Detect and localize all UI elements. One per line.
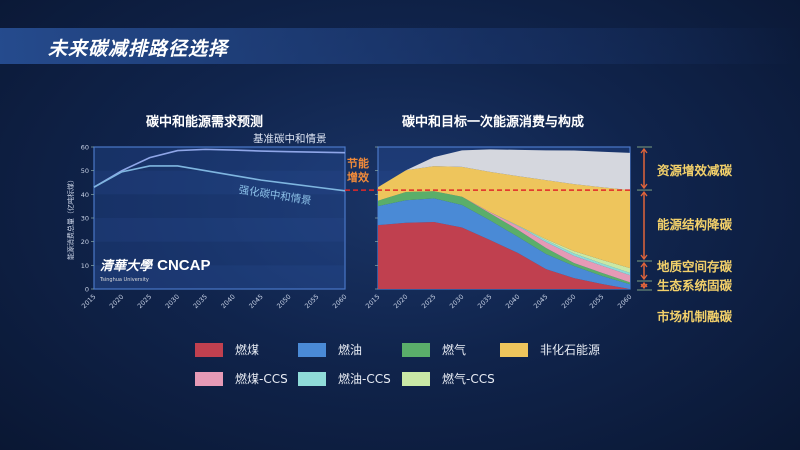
right-chart-x-tick-label: 2015	[364, 293, 381, 310]
left-chart-grid-band	[94, 265, 345, 289]
logo: 清華大學 CNCAP Tsinghua University	[100, 256, 210, 283]
legend-item: 燃气	[402, 341, 466, 358]
energy-saving-label: 节能 增效	[347, 157, 369, 185]
area-series-非化石能源	[378, 166, 630, 269]
arrowhead-icon	[640, 261, 648, 281]
right-chart-x-tick-label: 2060	[616, 293, 633, 310]
right-chart-x-tick-label: 2040	[504, 293, 521, 310]
legend-item: 非化石能源	[500, 341, 600, 358]
right-chart-x-tick-label: 2025	[420, 293, 437, 310]
legend-item: 燃气-CCS	[402, 370, 495, 387]
line-series-1	[93, 165, 346, 192]
right-chart-x-tick-label: 2035	[476, 293, 493, 310]
legend-swatch	[195, 371, 223, 386]
legend-label: 燃油-CCS	[338, 372, 391, 386]
annotation-market-mechanism: 市场机制融碳	[657, 309, 733, 324]
left-chart-x-tick-label: 2040	[220, 293, 237, 310]
left-chart-x-tick-label: 2035	[192, 293, 209, 310]
logo-text: CNCAP	[157, 257, 211, 274]
right-chart-x-tick-label: 2030	[448, 293, 465, 310]
legend-item: 燃油	[298, 341, 362, 358]
area-series-燃煤	[378, 222, 630, 289]
left-chart-title: 碳中和能源需求预测	[146, 115, 264, 130]
left-chart-y-tick-label: 60	[81, 144, 89, 152]
legend-label: 燃气	[442, 343, 467, 357]
annotation-resource-efficiency: 资源增效减碳	[657, 163, 733, 178]
left-chart-y-tick-label: 20	[81, 238, 89, 246]
left-chart-y-tick-label: 10	[81, 262, 89, 270]
left-chart-y-tick-label: 40	[81, 191, 89, 199]
legend-item: 燃油-CCS	[298, 370, 391, 387]
left-chart-y-tick-label: 0	[85, 286, 89, 294]
area-series-燃煤-CCS	[378, 191, 630, 283]
legend-label: 燃气-CCS	[442, 372, 495, 386]
left-chart-grid-band	[94, 170, 345, 195]
right-chart-x-tick-label: 2020	[392, 293, 409, 310]
left-chart-x-tick-label: 2060	[331, 293, 348, 310]
annotation-geological-storage: 地质空间存碳	[657, 259, 733, 274]
logo-sub: Tsinghua University	[100, 277, 149, 283]
legend-label: 燃油	[338, 343, 363, 357]
legend-item: 燃煤	[195, 341, 259, 358]
legend-swatch	[195, 342, 223, 357]
arrowhead-icon	[640, 281, 648, 290]
left-chart-x-tick-label: 2020	[108, 293, 125, 310]
legend-swatch	[402, 371, 430, 386]
legend-swatch	[298, 342, 326, 357]
legend-label: 燃煤	[235, 343, 260, 357]
area-series-other	[378, 149, 630, 191]
left-y-axis-label: 能源消费总量（亿吨标煤）	[67, 176, 75, 260]
left-chart-x-tick-label: 2025	[136, 293, 153, 310]
title-bar	[0, 28, 800, 64]
arrowhead-icon	[640, 190, 648, 261]
legend-label: 燃煤-CCS	[235, 372, 288, 386]
energy-saving-line1: 节能	[347, 157, 369, 170]
right-chart-x-tick-label: 2055	[588, 293, 605, 310]
left-chart-x-tick-label: 2015	[80, 293, 97, 310]
legend-swatch	[298, 371, 326, 386]
logo-chinese: 清華大學	[100, 259, 153, 274]
legend-swatch	[402, 342, 430, 357]
baseline-scenario-label: 基准碳中和情景	[253, 133, 327, 145]
left-chart-y-tick-label: 50	[81, 167, 89, 175]
annotation-energy-structure: 能源结构降碳	[657, 217, 733, 232]
left-chart-x-tick-label: 2055	[303, 293, 320, 310]
line-series-0	[93, 148, 346, 188]
legend-swatch	[500, 342, 528, 357]
left-chart-x-tick-label: 2050	[275, 293, 292, 310]
right-chart-x-tick-label: 2045	[532, 293, 549, 310]
area-series-燃气	[378, 191, 630, 285]
page-title: 未来碳减排路径选择	[48, 38, 229, 60]
left-chart-grid-band	[94, 218, 345, 242]
legend-label: 非化石能源	[540, 343, 601, 357]
left-chart-y-tick-label: 30	[81, 215, 89, 223]
arrowhead-icon	[640, 147, 648, 190]
legend-item: 燃煤-CCS	[195, 370, 288, 387]
right-chart-x-tick-label: 2050	[560, 293, 577, 310]
area-series-燃油	[378, 198, 630, 289]
right-chart-title: 碳中和目标一次能源消费与构成	[402, 115, 585, 130]
left-chart-x-tick-label: 2045	[247, 293, 264, 310]
left-chart-x-tick-label: 2030	[164, 293, 181, 310]
energy-saving-line2: 增效	[347, 171, 369, 184]
annotation-ecosystem-sink: 生态系统固碳	[657, 278, 733, 293]
